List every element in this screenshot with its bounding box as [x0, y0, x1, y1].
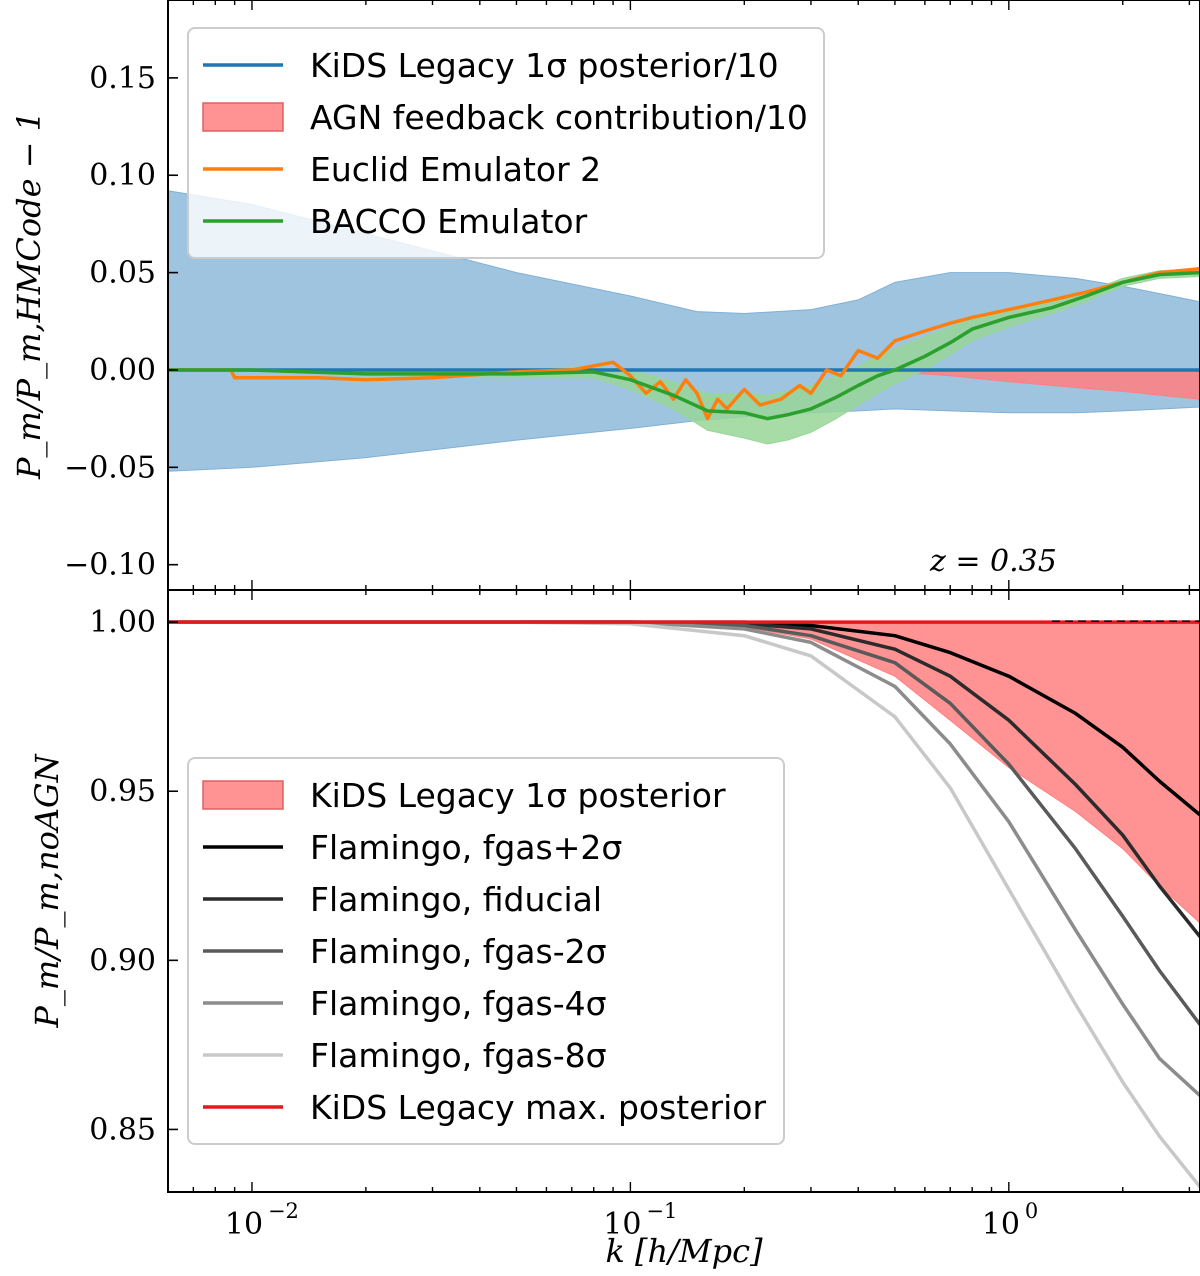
legend-label-top-0: KiDS Legacy 1σ posterior/10	[310, 46, 779, 85]
xtick-exponent-0: −2	[268, 1199, 299, 1223]
legend-label-bottom-1: Flamingo, fgas+2σ	[310, 828, 622, 867]
legend-label-bottom-4: Flamingo, fgas-4σ	[310, 984, 607, 1023]
top-ticks: −0.10 −0.05 0.00 0.05 0.10 0.15	[64, 0, 1191, 590]
ytick-label-bottom-0: 0.85	[89, 1112, 156, 1147]
ytick-label-top-5: 0.15	[89, 61, 156, 96]
bottom-legend: KiDS Legacy 1σ posterior Flamingo, fgas+2…	[187, 757, 785, 1145]
bottom-ylabel: P_m/P_m,noAGN	[28, 753, 66, 1028]
xtick-label-2: 10	[982, 1207, 1020, 1242]
ytick-label-top-4: 0.10	[89, 158, 156, 193]
redshift-annotation: z = 0.35	[929, 544, 1057, 579]
legend-swatch-bottom-0	[202, 780, 284, 810]
ytick-label-bottom-2: 0.95	[89, 774, 156, 809]
bottom-ylabel-text: P_m/P_m,noAGN	[28, 753, 66, 1028]
ytick-label-top-2: 0.00	[89, 353, 156, 388]
xtick-label-1: 10	[603, 1207, 641, 1242]
top-lines	[168, 266, 1200, 421]
legend-label-top-2: Euclid Emulator 2	[310, 150, 601, 189]
bottom-axes-frame	[167, 589, 1200, 1193]
ytick-label-top-0: −0.10	[64, 548, 156, 583]
legend-label-bottom-0: KiDS Legacy 1σ posterior	[310, 776, 726, 815]
band-top-0	[168, 190, 1200, 472]
legend-label-top-1: AGN feedback contribution/10	[310, 98, 808, 137]
ytick-label-top-1: −0.05	[64, 450, 156, 485]
ytick-label-top-3: 0.05	[89, 256, 156, 291]
legend-label-bottom-2: Flamingo, fiducial	[310, 880, 602, 919]
legend-label-bottom-3: Flamingo, fgas-2σ	[310, 932, 607, 971]
series-line-bottom-4	[168, 620, 1200, 1097]
top-legend: KiDS Legacy 1σ posterior/10 AGN feedback …	[187, 27, 825, 259]
xtick-exponent-1: −1	[646, 1199, 677, 1223]
series-line-top-3	[168, 270, 1200, 421]
top-panel: −0.10 −0.05 0.00 0.05 0.10 0.15 z = 0.35 KiDS…	[64, 0, 1200, 591]
legend-swatch-top-1	[202, 102, 284, 132]
xtick-label-0: 10	[225, 1207, 263, 1242]
legend-label-top-3: BACCO Emulator	[310, 202, 588, 241]
legend-box-bottom	[187, 757, 785, 1145]
top-ylabel: P_m/P_m,HMCode − 1	[10, 111, 48, 480]
series-line-bottom-3	[168, 620, 1200, 1026]
legend-label-bottom-6: KiDS Legacy max. posterior	[310, 1088, 766, 1127]
legend-box-top	[187, 27, 825, 259]
ytick-label-bottom-1: 0.90	[89, 943, 156, 978]
ytick-label-bottom-3: 1.00	[89, 605, 156, 640]
bottom-lines	[168, 620, 1200, 1188]
top-ylabel-text: P_m/P_m,HMCode − 1	[10, 111, 48, 480]
legend-label-bottom-5: Flamingo, fgas-8σ	[310, 1036, 607, 1075]
xtick-exponent-2: 0	[1025, 1199, 1038, 1223]
series-line-top-2	[168, 266, 1200, 421]
x-axis-label: k [h/Mpc]	[605, 1232, 763, 1270]
